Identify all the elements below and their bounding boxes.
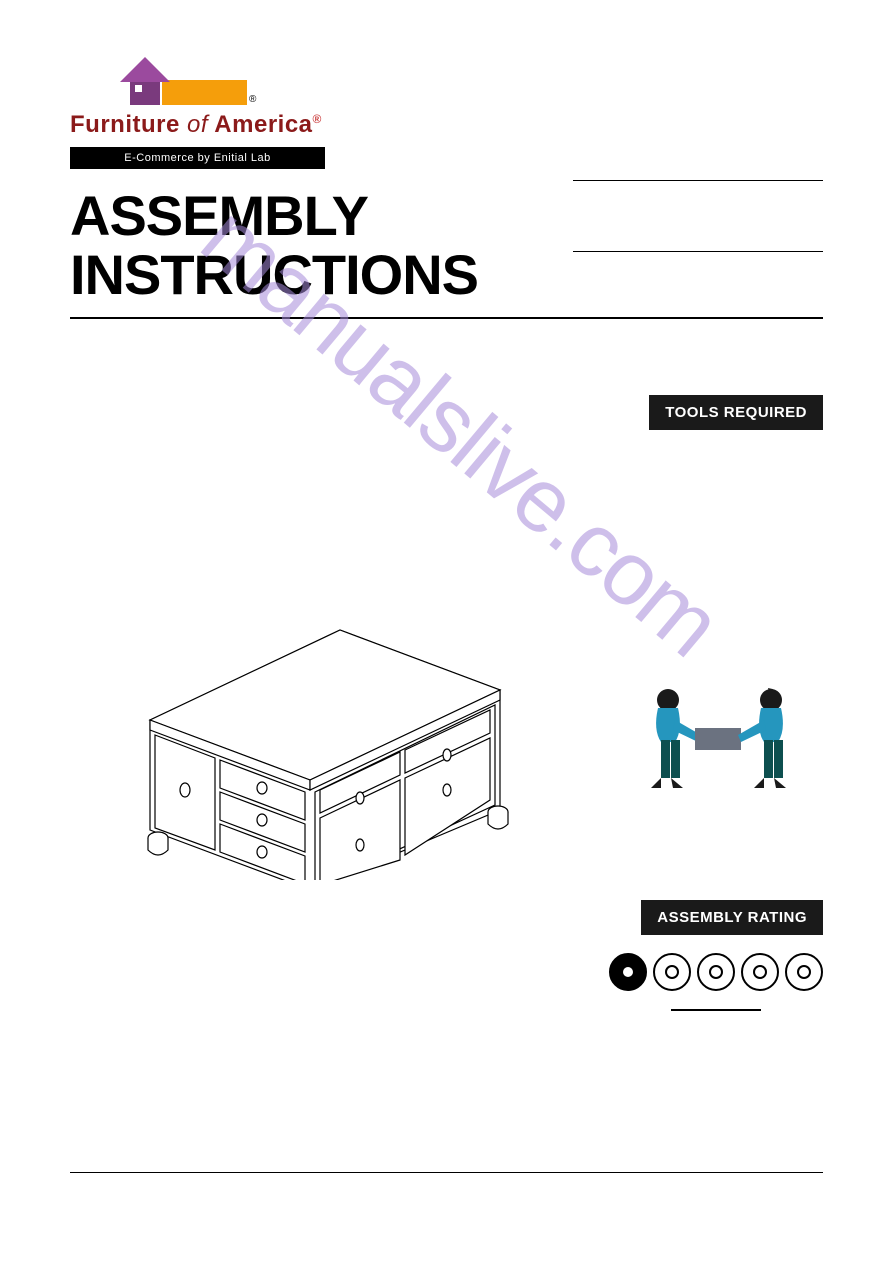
brand-name: Furniture of America® bbox=[70, 111, 330, 139]
rating-dot-2 bbox=[653, 953, 691, 991]
assembly-rating-section: ASSEMBLY RATING bbox=[609, 900, 823, 1011]
rating-dot-5 bbox=[785, 953, 823, 991]
furniture-line-drawing bbox=[120, 560, 520, 880]
title-line-2: INSTRUCTIONS bbox=[70, 243, 478, 306]
rating-dot-4 bbox=[741, 953, 779, 991]
tools-required-label: TOOLS REQUIRED bbox=[649, 395, 823, 430]
two-people-carrying-icon bbox=[623, 680, 813, 810]
rating-underline bbox=[671, 1009, 761, 1011]
footer-divider bbox=[70, 1172, 823, 1173]
tools-required-section: TOOLS REQUIRED bbox=[649, 395, 823, 430]
brand-word-furniture: Furniture bbox=[70, 111, 180, 138]
rating-dot-3 bbox=[697, 953, 735, 991]
brand-word-america: America bbox=[214, 111, 312, 138]
brand-word-of: of bbox=[187, 111, 208, 138]
header-rule-lines bbox=[573, 180, 823, 322]
rating-circles bbox=[609, 953, 823, 991]
registered-mark-icon: ® bbox=[249, 94, 256, 105]
assembly-rating-label: ASSEMBLY RATING bbox=[641, 900, 823, 935]
ecommerce-subtitle: E-Commerce by Enitial Lab bbox=[70, 147, 325, 169]
title-line-1: ASSEMBLY bbox=[70, 184, 368, 247]
house-logo-icon: ® bbox=[130, 80, 330, 105]
brand-logo-block: ® Furniture of America® E-Commerce by En… bbox=[70, 80, 330, 169]
brand-registered-icon: ® bbox=[313, 112, 322, 126]
rating-dot-1 bbox=[609, 953, 647, 991]
